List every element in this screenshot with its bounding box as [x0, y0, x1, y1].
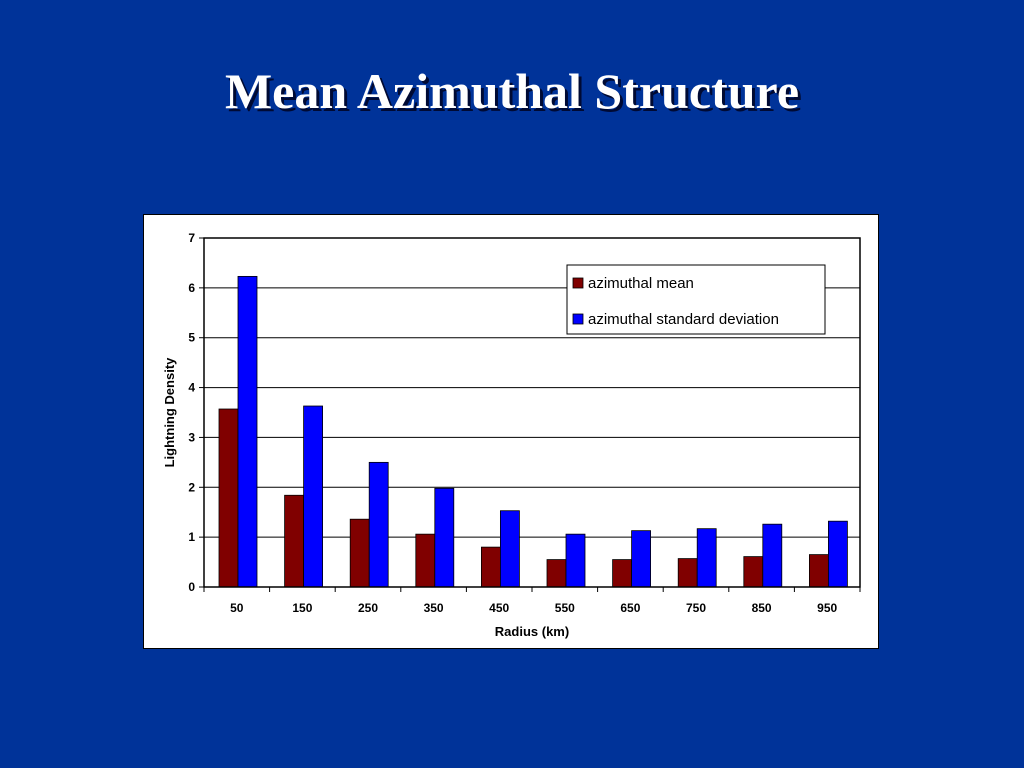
x-axis-label: Radius (km) — [495, 624, 569, 639]
legend: azimuthal mean azimuthal standard deviati… — [566, 264, 826, 335]
legend-box — [566, 264, 826, 335]
x-tick-label: 150 — [292, 601, 312, 615]
plot-area-frame — [203, 237, 861, 588]
bar-std-550 — [565, 533, 586, 588]
bar-mean-950 — [809, 554, 829, 588]
bar-mean-750 — [677, 558, 698, 588]
y-axis-label: Lightning Density — [162, 357, 177, 468]
y-tick-label: 5 — [188, 331, 195, 345]
legend-swatch — [572, 313, 584, 325]
x-tick-label: 350 — [424, 601, 444, 615]
bar-std-850 — [762, 523, 783, 588]
bar-std-150 — [303, 405, 324, 588]
y-axis-tick-labels: 0 1 2 3 4 5 6 7 — [188, 231, 195, 594]
bar-std-350 — [434, 487, 455, 588]
x-tick-label: 750 — [686, 601, 706, 615]
y-tick-label: 7 — [188, 231, 195, 245]
x-tick-label: 250 — [358, 601, 378, 615]
x-tick-label: 950 — [817, 601, 837, 615]
legend-label: azimuthal mean — [588, 275, 694, 292]
y-tick-label: 0 — [188, 580, 195, 594]
bar-std-250 — [368, 461, 389, 588]
bar-mean-50 — [218, 408, 239, 588]
x-tick-label: 850 — [752, 601, 772, 615]
chart-panel: 0 1 2 3 4 5 6 7 50 150 250 350 450 550 650 750 850 950 R… — [143, 214, 879, 649]
x-tick-label: 650 — [620, 601, 640, 615]
y-tick-label: 2 — [188, 480, 195, 494]
y-tick-label: 4 — [188, 381, 195, 395]
x-axis-tick-labels: 50 150 250 350 450 550 650 750 850 950 — [230, 601, 837, 615]
bar-mean-650 — [612, 559, 633, 588]
bar-std-750 — [696, 528, 717, 588]
bar-mean-850 — [743, 556, 764, 588]
y-tick-label: 6 — [188, 281, 195, 295]
bar-std-650 — [631, 530, 652, 588]
x-tick-label: 450 — [489, 601, 509, 615]
y-tick-label: 1 — [188, 530, 195, 544]
bar-mean-250 — [349, 518, 370, 588]
bar-std-50 — [237, 275, 258, 588]
legend-label: azimuthal standard deviation — [588, 311, 779, 328]
x-tick-label: 50 — [230, 601, 244, 615]
x-tick-label: 550 — [555, 601, 575, 615]
bar-std-450 — [499, 510, 520, 588]
y-tick-label: 3 — [188, 430, 195, 444]
bar-mean-150 — [284, 494, 305, 588]
bar-std-950 — [828, 520, 848, 588]
bar-mean-550 — [546, 559, 567, 588]
bar-chart: 0 1 2 3 4 5 6 7 50 150 250 350 450 550 650 750 850 950 R… — [162, 231, 861, 639]
legend-swatch — [572, 277, 584, 289]
bar-mean-350 — [415, 533, 436, 588]
slide-title: Mean Azimuthal Structure — [224, 63, 800, 119]
bar-mean-450 — [480, 546, 501, 588]
bars — [218, 275, 848, 588]
